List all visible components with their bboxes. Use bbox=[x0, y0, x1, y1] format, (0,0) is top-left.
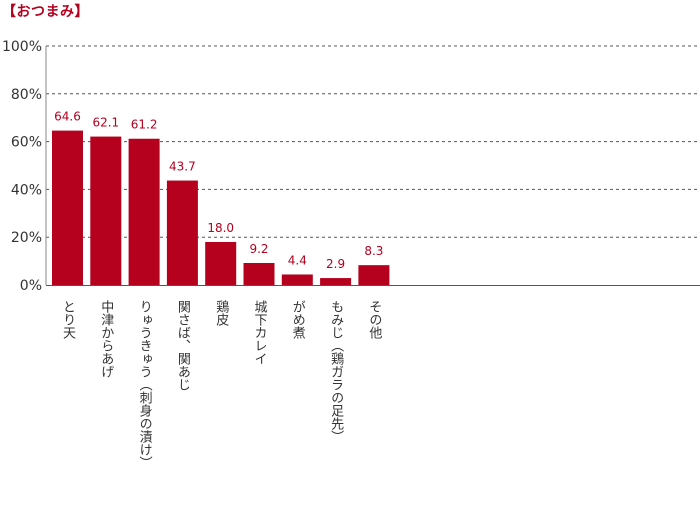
data-label: 4.4 bbox=[288, 253, 307, 267]
bar bbox=[281, 274, 313, 285]
data-labels: 64.6 62.1 61.2 43.7 18.0 9.2 4.4 2.9 8.3 bbox=[54, 110, 383, 271]
data-label: 64.6 bbox=[54, 110, 81, 124]
axes bbox=[45, 46, 700, 286]
data-label: 8.3 bbox=[364, 244, 383, 258]
data-label: 62.1 bbox=[92, 116, 119, 130]
category-label: とり天 bbox=[60, 300, 76, 339]
category-label: 中津からあげ bbox=[98, 300, 114, 378]
bar bbox=[243, 263, 275, 285]
y-tick-label: 100% bbox=[2, 39, 42, 55]
bar bbox=[166, 180, 198, 285]
data-label: 2.9 bbox=[326, 257, 345, 271]
data-label: 18.0 bbox=[207, 221, 234, 235]
category-labels: とり天 中津からあげ りゅうきゅう（刺身の漬け） 関さば、関あじ 鶏皮 城下カレイ がめ煮 も… bbox=[60, 300, 382, 469]
category-label: りゅうきゅう（刺身の漬け） bbox=[137, 300, 153, 469]
category-label: 関さば、関あじ bbox=[175, 300, 190, 391]
bar bbox=[358, 265, 390, 285]
bar bbox=[320, 278, 352, 285]
bar bbox=[205, 241, 237, 285]
chart-title: 【おつまみ】 bbox=[2, 4, 89, 20]
bar bbox=[52, 130, 83, 285]
data-label: 61.2 bbox=[131, 118, 158, 132]
y-tick-label: 40% bbox=[11, 182, 42, 198]
category-label: その他 bbox=[366, 300, 382, 340]
y-tick-label: 0% bbox=[20, 278, 42, 294]
y-tick-label: 20% bbox=[11, 230, 42, 246]
bar bbox=[90, 136, 122, 285]
y-tick-label: 80% bbox=[11, 87, 42, 103]
category-label: 鶏皮 bbox=[213, 300, 229, 326]
data-label: 43.7 bbox=[169, 160, 196, 174]
bar bbox=[128, 138, 160, 285]
y-tick-label: 60% bbox=[11, 135, 42, 151]
y-axis-ticks: 0% 20% 40% 60% 80% 100% bbox=[2, 39, 42, 294]
category-label: 城下カレイ bbox=[252, 300, 268, 365]
data-label: 9.2 bbox=[249, 242, 268, 256]
bars bbox=[52, 130, 390, 285]
category-label: もみじ（鶏ガラの足先） bbox=[328, 300, 344, 443]
category-label: がめ煮 bbox=[290, 300, 306, 340]
